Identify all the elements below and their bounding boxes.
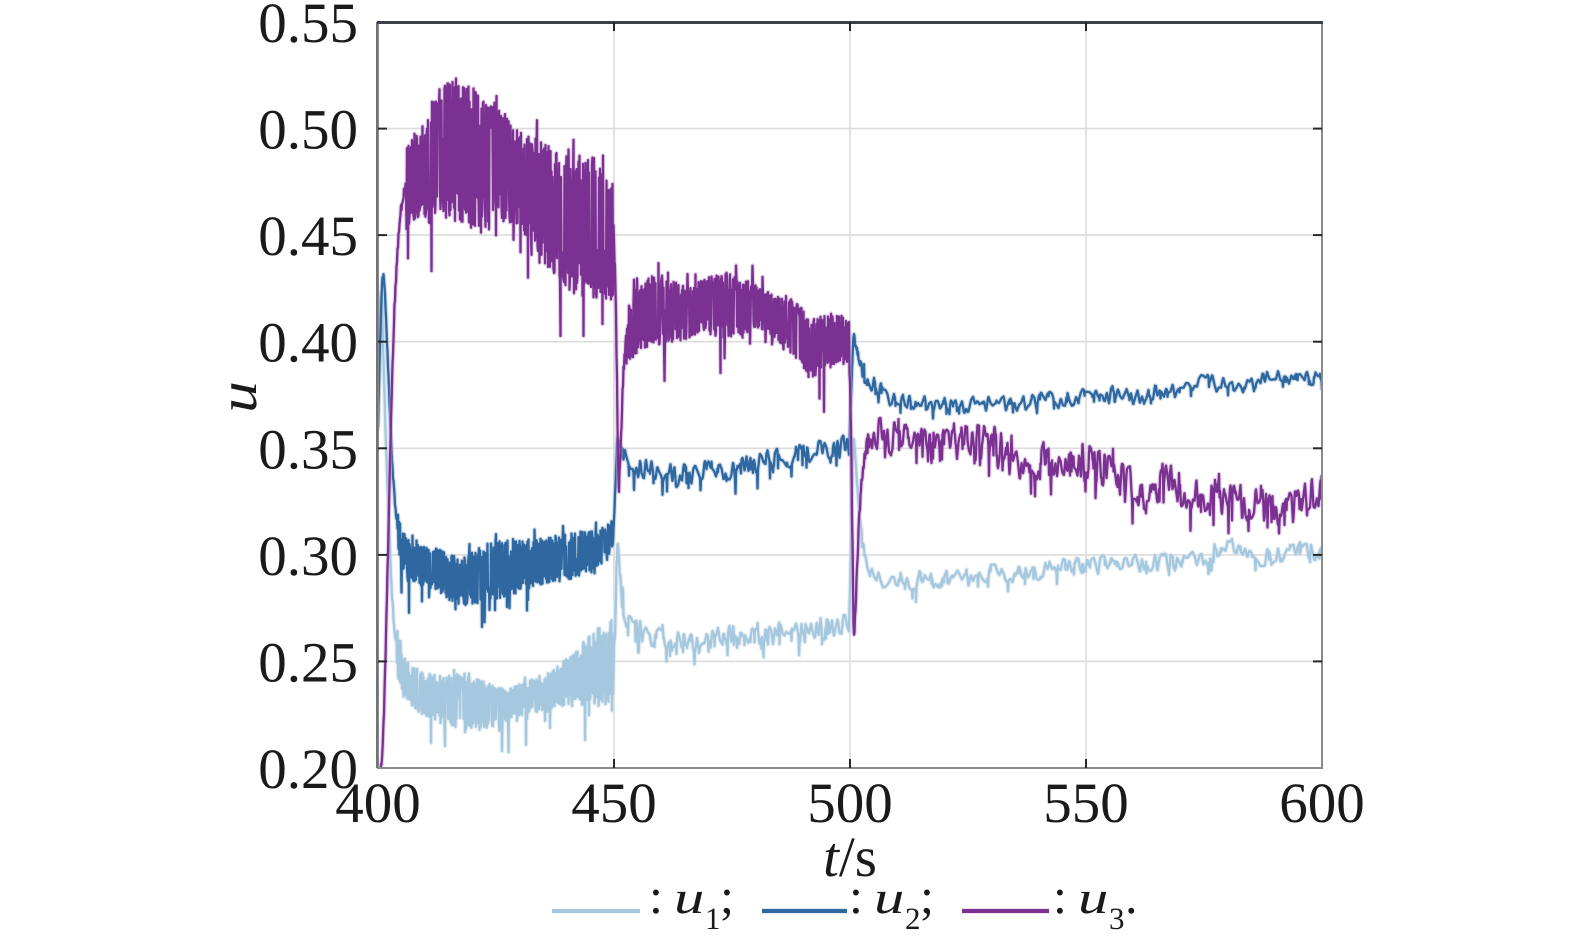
svg-text::: : bbox=[1053, 868, 1067, 924]
svg-text:.: . bbox=[1125, 868, 1138, 924]
svg-text:;: ; bbox=[720, 868, 734, 924]
svg-text:t/s: t/s bbox=[823, 826, 877, 889]
svg-text:3: 3 bbox=[1109, 901, 1125, 936]
svg-text:;: ; bbox=[920, 868, 934, 924]
svg-text:0.25: 0.25 bbox=[258, 631, 358, 694]
svg-text::: : bbox=[649, 868, 663, 924]
svg-text:u: u bbox=[208, 381, 268, 413]
svg-text::: : bbox=[849, 868, 863, 924]
svg-text:1: 1 bbox=[705, 901, 721, 936]
svg-text:u: u bbox=[674, 872, 704, 923]
svg-text:550: 550 bbox=[1043, 772, 1129, 835]
svg-text:600: 600 bbox=[1279, 772, 1365, 835]
svg-text:0.45: 0.45 bbox=[258, 205, 358, 268]
svg-text:0.30: 0.30 bbox=[258, 525, 358, 588]
svg-text:u: u bbox=[1078, 872, 1108, 923]
svg-text:0.20: 0.20 bbox=[258, 738, 358, 801]
svg-text:u: u bbox=[874, 872, 904, 923]
svg-text:0.40: 0.40 bbox=[258, 312, 358, 375]
svg-text:0.55: 0.55 bbox=[258, 0, 358, 55]
svg-text:400: 400 bbox=[335, 772, 421, 835]
svg-text:0.50: 0.50 bbox=[258, 99, 358, 162]
svg-text:2: 2 bbox=[905, 901, 921, 936]
svg-text:0.35: 0.35 bbox=[258, 418, 358, 481]
svg-text:500: 500 bbox=[807, 772, 893, 835]
svg-text:450: 450 bbox=[571, 772, 657, 835]
